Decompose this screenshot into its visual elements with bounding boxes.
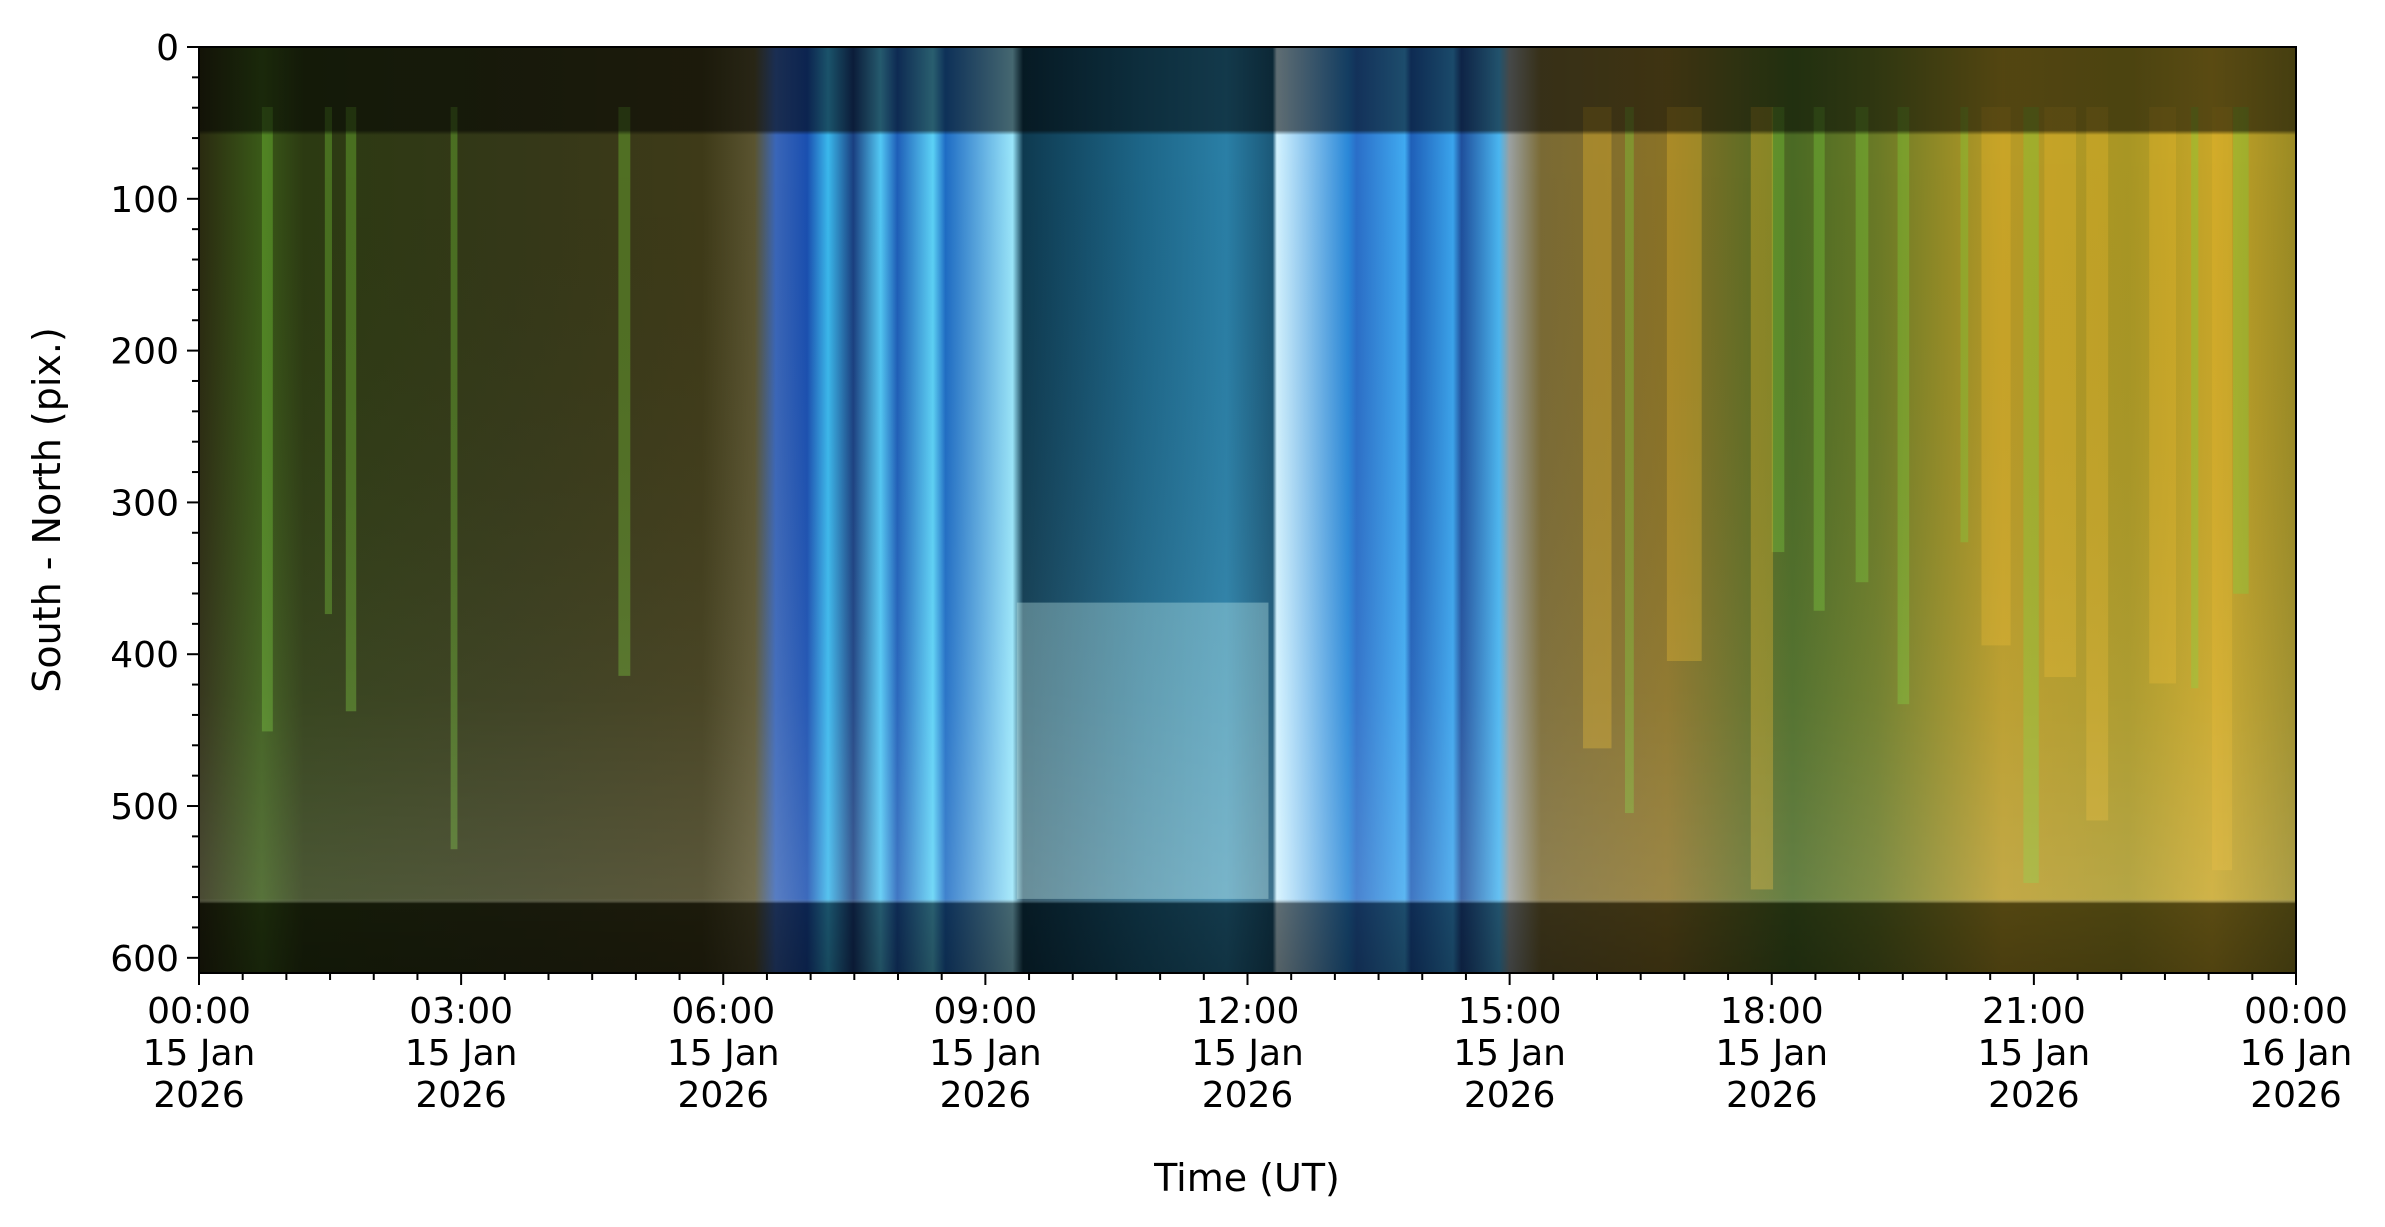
plot-area <box>198 46 2297 974</box>
y-tick-label: 200 <box>110 332 179 373</box>
x-tick-label: 18:00 15 Jan 2026 <box>1715 991 1828 1116</box>
y-tick-label: 600 <box>110 939 179 980</box>
x-tick-label: 15:00 15 Jan 2026 <box>1453 991 1566 1116</box>
y-tick-label: 100 <box>110 180 179 221</box>
x-axis-title: Time (UT) <box>1153 1156 1340 1200</box>
y-tick-label: 300 <box>110 483 179 524</box>
y-axis: 0 100 200 300 400 500 600 <box>110 28 199 980</box>
x-tick-label: 12:00 15 Jan 2026 <box>1191 991 1304 1116</box>
x-tick-label: 00:00 16 Jan 2026 <box>2240 991 2353 1116</box>
x-axis: 00:00 15 Jan 2026 03:00 15 Jan 2026 06:00 15 Ja… <box>143 973 2353 1116</box>
y-axis-title: South - North (pix.) <box>25 327 69 693</box>
x-tick-label: 00:00 15 Jan 2026 <box>143 991 256 1116</box>
x-tick-label: 21:00 15 Jan 2026 <box>1978 991 2091 1116</box>
x-tick-label: 09:00 15 Jan 2026 <box>929 991 1042 1116</box>
y-tick-label: 500 <box>110 787 179 828</box>
x-tick-label: 03:00 15 Jan 2026 <box>405 991 518 1116</box>
y-tick-label: 400 <box>110 635 179 676</box>
y-tick-label: 0 <box>156 28 179 69</box>
x-tick-label: 06:00 15 Jan 2026 <box>667 991 780 1116</box>
edge-shading <box>199 47 2296 973</box>
